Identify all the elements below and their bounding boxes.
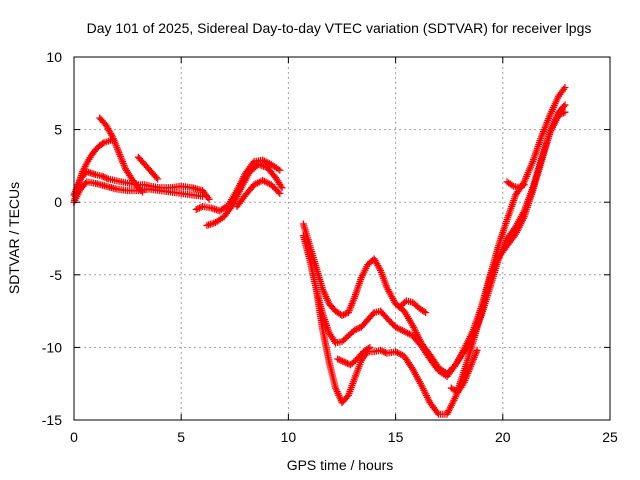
data-point <box>378 347 386 355</box>
series-track-8 <box>233 176 284 211</box>
data-point <box>561 83 569 91</box>
x-tick-label: 20 <box>495 429 511 445</box>
series-track-15 <box>503 178 528 192</box>
data-point <box>139 188 147 196</box>
data-point <box>559 109 567 117</box>
data-point <box>345 360 353 368</box>
series-track-5 <box>134 153 162 183</box>
x-tick-label: 10 <box>281 429 297 445</box>
data-point <box>194 205 202 213</box>
data-point <box>560 102 568 110</box>
y-tick-label: -15 <box>42 412 62 428</box>
data-point <box>422 309 430 317</box>
data-point <box>561 108 569 116</box>
data-marks <box>70 83 569 418</box>
data-point <box>278 184 286 192</box>
series-track-14 <box>447 346 481 396</box>
series-track-13 <box>396 297 430 317</box>
data-point <box>342 359 350 367</box>
data-point <box>103 174 111 182</box>
data-point <box>340 358 348 366</box>
data-point <box>152 174 160 182</box>
chart-title: Day 101 of 2025, Sidereal Day-to-day VTE… <box>87 20 592 36</box>
data-point <box>274 188 282 196</box>
series-track-2 <box>70 178 207 206</box>
x-tick-label: 5 <box>177 429 185 445</box>
data-point <box>433 409 441 417</box>
data-point <box>192 205 200 213</box>
y-axis-label: SDTVAR / TECUs <box>6 182 22 294</box>
data-point <box>519 182 527 190</box>
data-point <box>340 311 348 319</box>
data-point <box>401 298 409 306</box>
x-tick-label: 15 <box>388 429 404 445</box>
series-track-12 <box>334 343 374 369</box>
data-point <box>276 189 284 197</box>
data-point <box>561 101 569 109</box>
data-point <box>276 166 284 174</box>
data-point <box>364 344 372 352</box>
x-tick-label: 0 <box>70 429 78 445</box>
data-point <box>556 110 564 118</box>
data-point <box>555 111 563 119</box>
data-point <box>420 307 428 315</box>
data-point <box>508 181 516 189</box>
data-point <box>520 181 528 189</box>
series-track-3 <box>70 136 117 206</box>
data-point <box>377 346 385 354</box>
series-track-7 <box>192 156 284 215</box>
y-tick-label: 5 <box>54 122 62 138</box>
x-tick-label: 25 <box>602 429 618 445</box>
plot-frame <box>73 56 611 421</box>
data-point <box>380 348 388 356</box>
data-point <box>341 310 349 318</box>
data-point <box>335 356 343 364</box>
data-point <box>354 325 362 333</box>
data-point <box>98 172 106 180</box>
data-point <box>199 192 207 200</box>
data-point <box>137 187 145 195</box>
y-tick-label: -5 <box>50 267 63 283</box>
data-point <box>473 346 481 354</box>
data-point <box>337 356 345 364</box>
data-point <box>366 343 374 351</box>
data-point <box>205 195 213 203</box>
data-point <box>351 326 359 334</box>
data-point <box>339 357 347 365</box>
data-point <box>108 131 116 139</box>
data-point <box>99 140 107 148</box>
data-point <box>82 179 90 187</box>
data-point <box>195 204 203 212</box>
x-axis-label: GPS time / hours <box>287 457 394 473</box>
data-point <box>154 175 162 183</box>
series-track-11 <box>312 108 569 418</box>
data-point <box>101 174 109 182</box>
y-tick-label: -10 <box>42 339 62 355</box>
data-point <box>352 325 360 333</box>
data-point <box>558 110 566 118</box>
series-track-4 <box>96 114 147 196</box>
data-point <box>334 355 342 363</box>
ticks: 0 5 10 15 20 25 -15 -10 -5 0 5 10 <box>42 49 618 445</box>
y-tick-label: 0 <box>54 194 62 210</box>
data-point <box>99 173 107 181</box>
y-tick-label: 10 <box>46 49 62 65</box>
data-point <box>338 311 346 319</box>
data-point <box>376 265 384 273</box>
